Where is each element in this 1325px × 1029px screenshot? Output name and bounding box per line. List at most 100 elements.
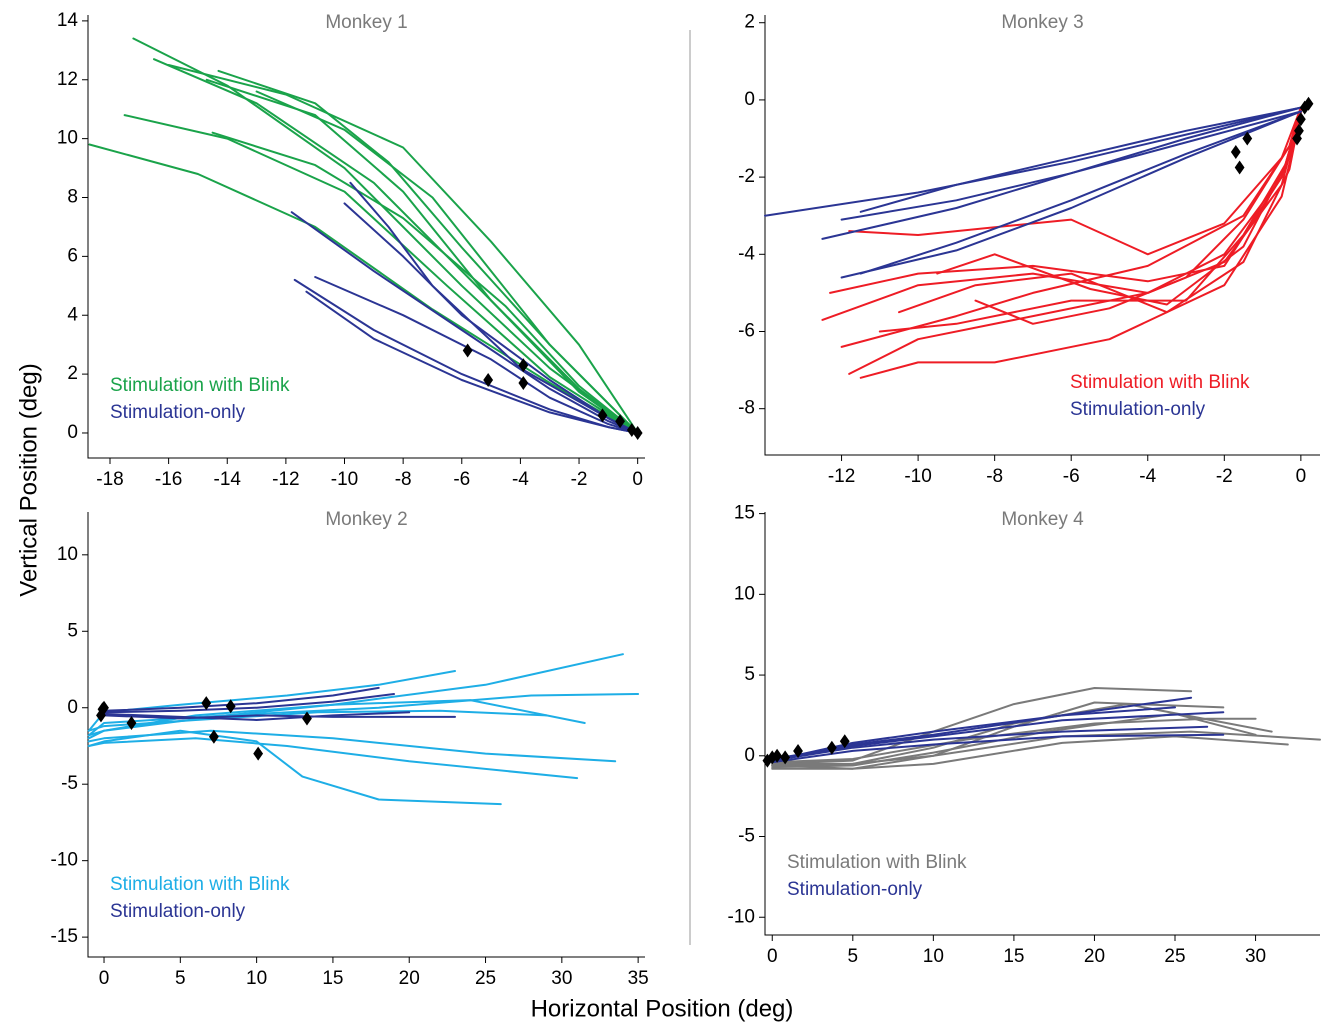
y-tick-label: 0	[744, 745, 755, 766]
trajectory	[771, 687, 1193, 765]
x-tick-label: 0	[1296, 466, 1307, 487]
trajectory	[936, 106, 1302, 306]
trajectory	[859, 110, 1302, 275]
x-tick-label: -18	[96, 469, 123, 490]
y-tick-label: 0	[67, 422, 78, 443]
x-tick-label: -12	[272, 469, 299, 490]
marker	[1234, 160, 1245, 175]
marker	[253, 746, 264, 761]
y-tick-label: -6	[738, 321, 755, 342]
trajectory	[87, 729, 617, 763]
legend-entry: Stimulation with Blink	[1070, 372, 1250, 393]
x-tick-label: -14	[214, 469, 242, 490]
marker	[225, 699, 236, 714]
trajectory	[859, 106, 1302, 213]
marker	[518, 358, 529, 373]
trajectory	[132, 37, 639, 434]
trajectory	[840, 110, 1302, 279]
y-tick-label: 2	[744, 12, 755, 33]
axis-line	[87, 512, 645, 958]
panel: -10 -5 0 5 10 15 0 5 10 15 20 25 30 Monkey 4 Stimulati…	[728, 503, 1321, 967]
trajectory	[87, 709, 548, 732]
trajectory	[898, 110, 1302, 314]
trajectory	[771, 733, 1225, 764]
y-tick-label: 0	[744, 89, 755, 110]
x-tick-label: 0	[767, 946, 778, 967]
y-tick-label: 4	[67, 304, 78, 325]
trajectory	[840, 106, 1302, 348]
y-tick-label: 6	[67, 245, 78, 266]
marker	[632, 425, 643, 440]
marker	[826, 740, 837, 755]
trajectory	[771, 696, 1193, 762]
y-tick-label: 14	[57, 10, 79, 31]
x-tick-label: -16	[155, 469, 182, 490]
legend-entry: Stimulation-only	[787, 879, 923, 900]
x-tick-label: -10	[331, 469, 358, 490]
x-tick-label: 0	[632, 469, 643, 490]
trajectory	[87, 653, 624, 737]
y-tick-label: 12	[57, 69, 78, 90]
x-tick-label: 10	[923, 946, 944, 967]
x-tick-label: 20	[1084, 946, 1105, 967]
y-axis-label: Vertical Position (deg)	[15, 363, 42, 596]
legend-entry: Stimulation with Blink	[787, 852, 967, 873]
x-tick-label: 20	[399, 968, 420, 989]
marker	[1294, 123, 1304, 138]
trajectory	[771, 706, 1176, 762]
trajectory	[88, 143, 639, 434]
marker	[615, 414, 625, 429]
x-tick-label: -4	[512, 469, 529, 490]
trajectory	[103, 686, 380, 712]
marker	[839, 734, 850, 749]
x-tick-label: -2	[1216, 466, 1233, 487]
panel-title: Monkey 1	[325, 12, 407, 33]
legend-entry: Stimulation with Blink	[110, 375, 290, 396]
y-tick-label: 10	[57, 128, 78, 149]
trajectory	[764, 106, 1302, 217]
y-tick-label: -15	[51, 926, 78, 947]
x-tick-label: 5	[848, 946, 859, 967]
trajectory	[103, 693, 395, 714]
y-tick-label: 5	[67, 620, 78, 641]
marker	[597, 408, 608, 423]
panel-title: Monkey 4	[1001, 509, 1084, 530]
x-tick-label: -10	[904, 466, 931, 487]
x-tick-label: -8	[986, 466, 1003, 487]
marker	[483, 372, 494, 387]
y-tick-label: 0	[67, 697, 78, 718]
x-axis-label: Horizontal Position (deg)	[531, 995, 794, 1022]
marker	[1295, 112, 1306, 127]
marker	[1242, 131, 1253, 146]
trajectory	[87, 737, 579, 780]
panel: -15 -10 -5 0 5 10 0 5 10 15 20 25 30 35 Monkey 2 Stimul…	[51, 509, 649, 989]
trajectory	[87, 729, 502, 806]
x-tick-label: 35	[628, 968, 649, 989]
trajectory	[859, 114, 1302, 379]
y-tick-label: 5	[744, 664, 755, 685]
trajectory	[829, 110, 1302, 294]
trajectory	[87, 699, 586, 737]
trajectory	[217, 69, 639, 434]
marker	[793, 743, 803, 758]
x-tick-label: 25	[475, 968, 496, 989]
legend-entry: Stimulation-only	[110, 402, 246, 423]
y-tick-label: -8	[738, 398, 755, 419]
x-tick-label: -8	[395, 469, 412, 490]
x-tick-label: -6	[1063, 466, 1080, 487]
marker	[96, 708, 106, 723]
y-tick-label: -10	[51, 850, 78, 871]
trajectory	[840, 110, 1302, 221]
y-tick-label: 10	[57, 544, 78, 565]
y-tick-label: -2	[738, 166, 755, 187]
y-tick-label: -4	[738, 243, 755, 264]
x-tick-label: 30	[1245, 946, 1266, 967]
y-tick-label: 2	[67, 363, 78, 384]
trajectory	[314, 276, 639, 434]
x-tick-label: -6	[453, 469, 470, 490]
y-tick-label: 8	[67, 187, 78, 208]
x-tick-label: 15	[1003, 946, 1024, 967]
marker	[201, 696, 212, 711]
x-tick-label: 0	[99, 968, 110, 989]
y-tick-label: -10	[728, 906, 755, 927]
